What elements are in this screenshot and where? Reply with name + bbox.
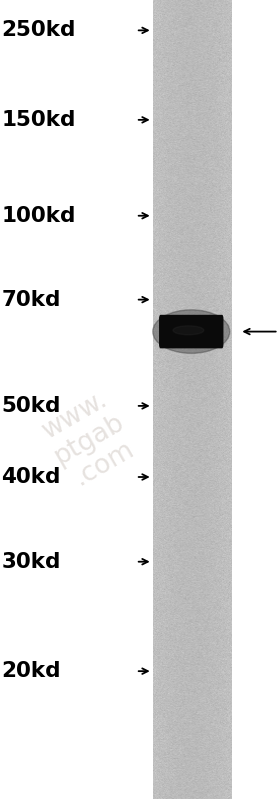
Text: 100kd: 100kd: [1, 205, 76, 226]
Text: 50kd: 50kd: [1, 396, 61, 416]
Text: 250kd: 250kd: [1, 20, 76, 41]
Text: 30kd: 30kd: [1, 551, 61, 572]
FancyBboxPatch shape: [159, 315, 223, 348]
Text: 70kd: 70kd: [1, 289, 61, 310]
Ellipse shape: [173, 326, 204, 335]
Ellipse shape: [153, 310, 230, 353]
Text: www.
ptgab
.com: www. ptgab .com: [36, 385, 143, 494]
Text: 150kd: 150kd: [1, 109, 76, 130]
Text: 40kd: 40kd: [1, 467, 61, 487]
Text: 20kd: 20kd: [1, 661, 61, 682]
